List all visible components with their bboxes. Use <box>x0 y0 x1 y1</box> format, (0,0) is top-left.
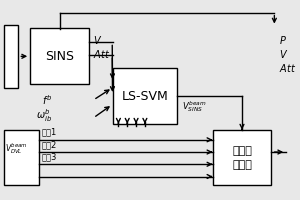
Bar <box>30 28 89 84</box>
Text: SINS: SINS <box>45 50 74 63</box>
Text: $Att$: $Att$ <box>279 62 296 74</box>
Text: $f^b$: $f^b$ <box>42 93 52 107</box>
Text: 波束1: 波束1 <box>42 128 57 137</box>
Text: $Att$: $Att$ <box>93 48 110 60</box>
Text: $P$: $P$ <box>279 34 286 46</box>
Text: 波束2: 波束2 <box>42 140 57 149</box>
Bar <box>4 130 39 185</box>
Bar <box>112 68 177 124</box>
Text: LS-SVM: LS-SVM <box>122 90 168 103</box>
Text: $V$: $V$ <box>279 48 288 60</box>
Text: 紧耦合
滤波器: 紧耦合 滤波器 <box>232 146 252 170</box>
Text: $V$: $V$ <box>93 34 103 46</box>
Text: $V_{SINS}^{beam}$: $V_{SINS}^{beam}$ <box>182 100 206 114</box>
Bar <box>213 130 272 185</box>
Text: $\omega_{ib}^b$: $\omega_{ib}^b$ <box>36 107 52 124</box>
Bar <box>4 25 18 88</box>
Text: $V_{DVL}^{beam}$: $V_{DVL}^{beam}$ <box>5 141 28 156</box>
Text: 波束3: 波束3 <box>42 152 57 161</box>
